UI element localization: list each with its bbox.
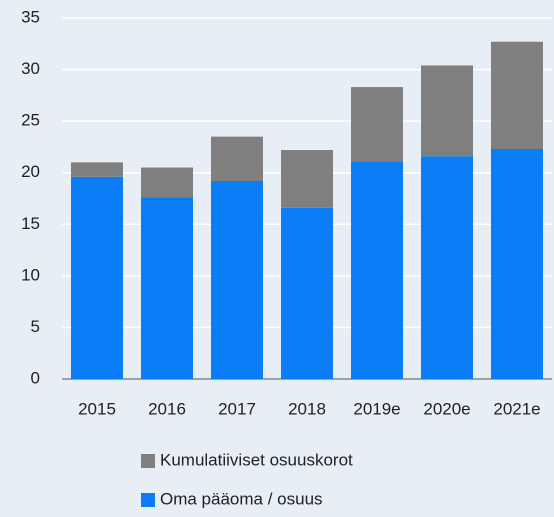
y-tick-label: 5: [31, 317, 40, 336]
bar-segment: [211, 180, 263, 379]
bar-segment: [421, 156, 473, 379]
legend-swatch: [141, 493, 155, 507]
y-tick-label: 25: [21, 111, 40, 130]
bar-segment: [281, 207, 333, 379]
y-tick-label: 30: [21, 59, 40, 78]
bar-segment: [491, 148, 543, 379]
bar-segment: [351, 87, 403, 162]
bar-segment: [281, 150, 333, 208]
x-tick-label: 2015: [78, 399, 116, 418]
bar-segment: [491, 41, 543, 149]
legend-label: Kumulatiiviset osuuskorot: [160, 450, 353, 469]
bar-segment: [141, 197, 193, 379]
y-tick-label: 15: [21, 214, 40, 233]
x-tick-label: 2018: [288, 399, 326, 418]
y-tick-label: 35: [21, 7, 40, 26]
y-tick-label: 10: [21, 265, 40, 284]
y-tick-label: 20: [21, 162, 40, 181]
bar-segment: [211, 136, 263, 181]
x-tick-label: 2017: [218, 399, 256, 418]
x-tick-label: 2020e: [423, 399, 470, 418]
legend-swatch: [141, 454, 155, 468]
bar-segment: [141, 167, 193, 198]
bar-segment: [71, 162, 123, 177]
bar-segment: [71, 176, 123, 379]
bar-segment: [421, 65, 473, 157]
legend-label: Oma pääoma / osuus: [160, 489, 323, 508]
x-tick-label: 2016: [148, 399, 186, 418]
bar-segment: [351, 161, 403, 379]
y-tick-label: 0: [31, 368, 40, 387]
x-tick-label: 2021e: [493, 399, 540, 418]
x-tick-label: 2019e: [353, 399, 400, 418]
